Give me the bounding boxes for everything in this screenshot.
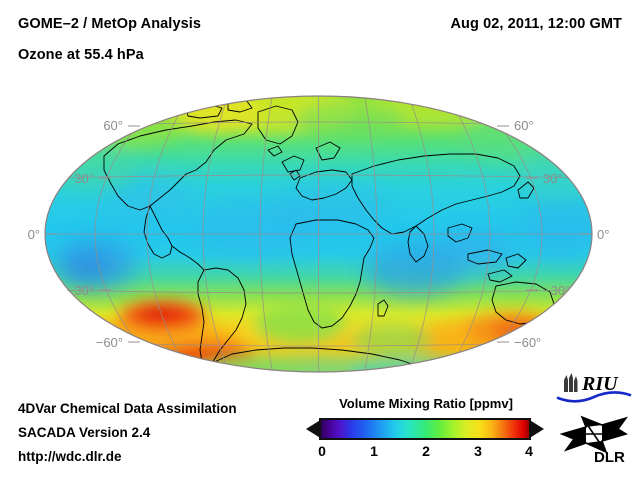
colorbar-tick-0: 0 [318,443,326,459]
lat-label-30s-left: −30° [67,283,94,298]
dlr-emblem-icon [559,415,629,454]
lat-label-0-left: 0° [28,227,40,242]
footer-line-method: 4DVar Chemical Data Assimilation [18,401,237,416]
lat-label-30s-right: −30° [543,283,570,298]
lat-label-60s-right: −60° [514,335,541,350]
lat-label-60n-left: 60° [103,118,123,133]
colorbar-ticks: 0 1 2 3 4 [306,443,544,463]
colorbar-title: Volume Mixing Ratio [ppmv] [339,396,513,411]
map-panel: 60° 30° 0° −30° −60° 60° 30° 0° −30° −60… [0,78,640,388]
ozone-map: 60° 30° 0° −30° −60° 60° 30° 0° −30° −60… [28,95,609,373]
footer-line-url[interactable]: http://wdc.dlr.de [18,449,122,464]
colorbar-tick-4: 4 [525,443,533,459]
riu-tower-icon [564,373,578,392]
footer-line-version: SACADA Version 2.4 [18,425,151,440]
lat-ticks [45,125,592,343]
dlr-logo-text: DLR [594,449,625,464]
colorbar-tick-1: 1 [370,443,378,459]
colorbar-extend-min [306,419,322,439]
colorbar-border [319,418,531,440]
colorbar [306,417,544,441]
riu-swoosh-icon [556,391,632,403]
lat-label-60s-left: −60° [96,335,123,350]
lat-label-0-right: 0° [597,227,609,242]
riu-logo-text: RIU [581,373,619,395]
page-subtitle: Ozone at 55.4 hPa [18,47,144,63]
datetime-label: Aug 02, 2011, 12:00 GMT [450,16,622,32]
lat-label-30n-left: 30° [74,171,94,186]
lat-label-30n-right: 30° [543,171,563,186]
colorbar-gradient [320,419,530,439]
colorbar-extend-max [528,419,544,439]
colorbar-tick-2: 2 [422,443,430,459]
lat-label-60n-right: 60° [514,118,534,133]
page-title: GOME–2 / MetOp Analysis [18,16,202,32]
dlr-logo: DLR [556,412,634,469]
colorbar-tick-3: 3 [474,443,482,459]
riu-logo: RIU [556,372,634,411]
